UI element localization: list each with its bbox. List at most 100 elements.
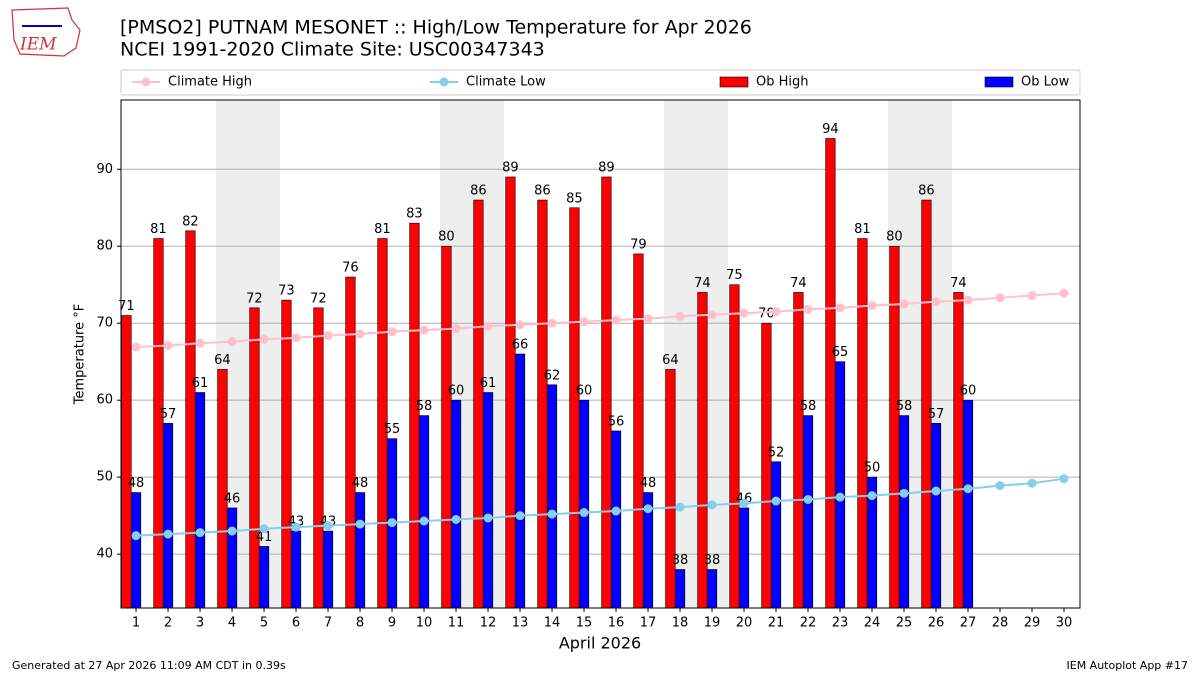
x-tick-label: 24 [864, 616, 881, 631]
series-point [643, 504, 653, 514]
series-point [387, 327, 397, 337]
x-tick-label: 2 [164, 616, 172, 631]
x-tick-label: 22 [800, 616, 817, 631]
x-tick-label: 17 [640, 616, 657, 631]
series-point [419, 516, 429, 526]
legend-marker [439, 77, 449, 87]
data-label: 73 [278, 284, 295, 299]
x-tick-label: 28 [992, 616, 1009, 631]
data-label: 83 [406, 207, 423, 222]
data-label: 74 [950, 276, 967, 291]
data-label: 74 [694, 276, 711, 291]
series-point [931, 486, 941, 496]
bar [770, 461, 782, 609]
bar [121, 315, 132, 609]
series-point [291, 522, 301, 532]
data-label: 81 [374, 222, 391, 237]
series-point [1027, 291, 1037, 301]
bar [674, 569, 686, 609]
legend-swatch [984, 76, 1014, 88]
bar [953, 292, 964, 609]
data-label: 86 [470, 184, 487, 199]
chart-title: [PMSO2] PUTNAM MESONET :: High/Low Tempe… [120, 17, 752, 39]
series-point [835, 492, 845, 502]
bar [441, 245, 452, 609]
series-point [899, 488, 909, 498]
x-tick-label: 16 [608, 616, 625, 631]
data-label: 86 [918, 184, 935, 199]
series-point [867, 301, 877, 311]
series-point [355, 519, 365, 529]
bar [834, 361, 846, 609]
y-axis-label: Temperature °F [73, 304, 88, 405]
logo-outline [11, 7, 81, 57]
bar [889, 245, 900, 609]
data-label: 74 [790, 276, 807, 291]
bar [729, 284, 740, 609]
data-label: 61 [480, 376, 497, 391]
x-tick-label: 5 [260, 616, 268, 631]
series-point [707, 500, 717, 510]
data-label: 65 [832, 345, 849, 360]
footer-right: IEM Autoplot App #17 [1067, 659, 1189, 672]
bar [162, 422, 174, 609]
y-tick-label: 70 [96, 316, 113, 331]
series-point [515, 320, 525, 330]
data-label: 70 [758, 307, 775, 322]
data-label: 86 [534, 184, 551, 199]
data-label: 89 [502, 160, 519, 175]
x-tick-label: 7 [324, 616, 332, 631]
data-label: 89 [598, 160, 615, 175]
data-label: 80 [886, 230, 903, 245]
data-label: 79 [630, 237, 647, 252]
y-tick-label: 80 [96, 239, 113, 254]
x-tick-label: 27 [960, 616, 977, 631]
series-point [131, 531, 141, 541]
series-point [611, 506, 621, 516]
x-tick-label: 9 [388, 616, 396, 631]
data-label: 71 [118, 299, 135, 314]
data-label: 56 [608, 414, 625, 429]
x-tick-label: 11 [448, 616, 465, 631]
x-tick-label: 6 [292, 616, 300, 631]
logo-text: IEM [19, 35, 57, 55]
series-point [1059, 474, 1069, 484]
data-label: 80 [438, 230, 455, 245]
series-point [771, 307, 781, 317]
series-point [835, 303, 845, 313]
data-label: 61 [192, 376, 209, 391]
bar [130, 492, 142, 609]
bar [345, 276, 356, 609]
plot-area [121, 100, 1080, 608]
series-point [451, 514, 461, 524]
data-label: 66 [512, 338, 529, 353]
x-tick-label: 3 [196, 616, 204, 631]
series-point [867, 491, 877, 501]
data-label: 41 [256, 530, 273, 545]
data-label: 50 [864, 461, 881, 476]
series-point [195, 338, 205, 348]
bar [578, 399, 590, 609]
legend-label: Ob Low [1021, 75, 1070, 90]
series-point [931, 297, 941, 307]
bar [761, 322, 772, 609]
series-point [547, 509, 557, 519]
bar [450, 399, 462, 609]
bar [258, 546, 270, 609]
data-label: 81 [150, 222, 167, 237]
series-point [803, 304, 813, 314]
series-point [1027, 478, 1037, 488]
data-label: 72 [310, 291, 327, 306]
series-point [739, 308, 749, 318]
data-label: 94 [822, 122, 839, 137]
data-label: 72 [246, 291, 263, 306]
bar [473, 199, 484, 609]
legend-swatch [719, 76, 749, 88]
bar [569, 207, 580, 609]
data-label: 52 [768, 445, 785, 460]
bar [706, 569, 718, 609]
bar [322, 530, 334, 609]
series-line [135, 292, 1065, 349]
data-label: 64 [662, 353, 679, 368]
legend-label: Climate High [168, 75, 252, 90]
